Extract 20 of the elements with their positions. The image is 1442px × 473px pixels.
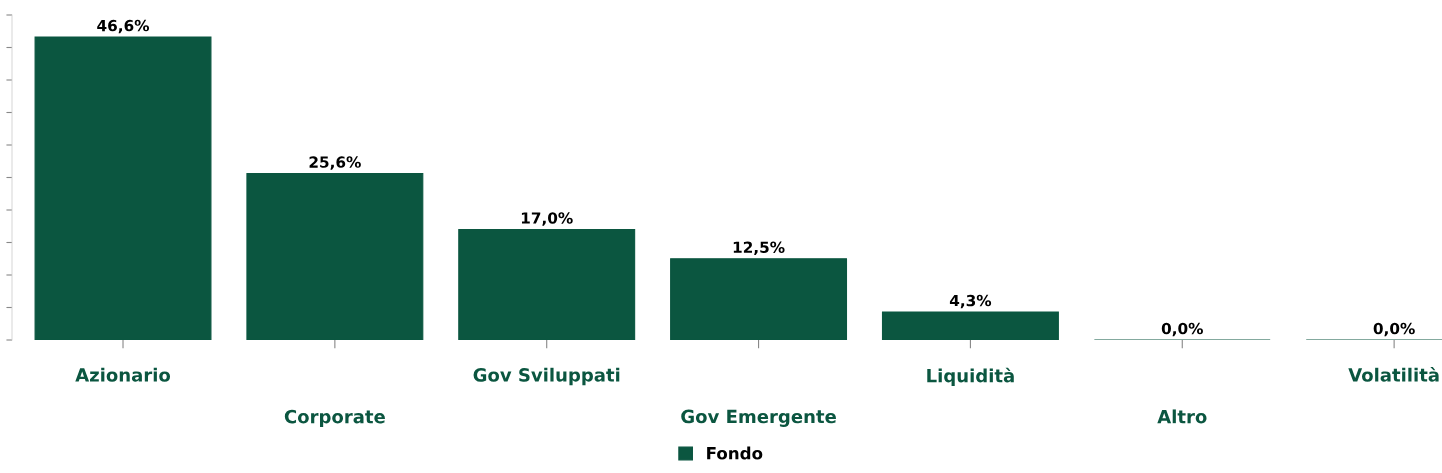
data-label: 25,6% bbox=[309, 156, 361, 170]
data-label: 4,3% bbox=[949, 294, 992, 309]
bar bbox=[34, 36, 212, 340]
bar bbox=[246, 173, 424, 340]
data-label: 0,0% bbox=[1373, 322, 1415, 337]
x-tick-label: Altro bbox=[1157, 409, 1207, 424]
data-label: 12,5% bbox=[733, 241, 785, 255]
bar bbox=[881, 311, 1059, 340]
bar bbox=[670, 258, 848, 340]
x-tick-label: Volatilità bbox=[1348, 367, 1439, 382]
legend-label: Fondo bbox=[707, 446, 763, 460]
x-tick-label: Azionario bbox=[75, 367, 171, 382]
x-tick-label: Corporate bbox=[284, 409, 385, 427]
x-tick-label: Gov Sviluppati bbox=[473, 367, 620, 386]
x-tick-label: Gov Emergente bbox=[681, 409, 836, 427]
bar bbox=[458, 228, 636, 340]
data-label: 46,6% bbox=[97, 19, 150, 34]
data-label: 17,0% bbox=[521, 212, 573, 226]
data-label: 0,0% bbox=[1161, 322, 1203, 337]
x-tick-label: Liquidità bbox=[927, 367, 1014, 386]
